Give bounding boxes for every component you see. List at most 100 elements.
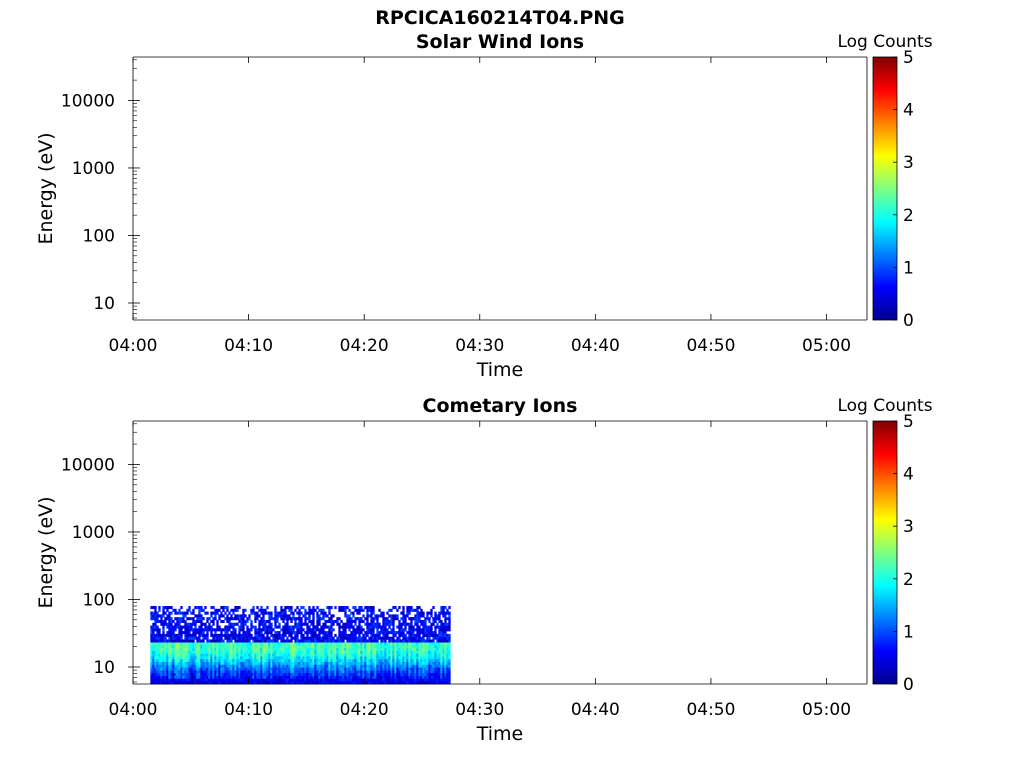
spectrogram-cell	[312, 636, 315, 640]
spectrogram-cell	[290, 675, 293, 679]
spectrogram-cell	[166, 622, 169, 626]
spectrogram-cell	[336, 667, 339, 671]
spectrogram-cell	[342, 631, 345, 635]
spectrogram-cell	[198, 653, 201, 657]
spectrogram-cell	[186, 633, 189, 637]
spectrogram-cell	[426, 631, 429, 635]
spectrogram-cell	[150, 653, 153, 657]
spectrogram-cell	[272, 628, 275, 632]
spectrogram-cell	[346, 658, 349, 663]
spectrogram-cell	[216, 642, 219, 646]
spectrogram-cell	[314, 658, 317, 663]
spectrogram-cell	[302, 681, 305, 685]
spectrogram-cell	[248, 658, 251, 663]
spectrogram-cell	[362, 645, 365, 649]
spectrogram-cell	[182, 681, 185, 685]
spectrogram-cell	[334, 656, 337, 660]
spectrogram-cell	[320, 608, 323, 612]
spectrogram-cell	[228, 625, 231, 629]
spectrogram-cell	[152, 670, 155, 674]
spectrogram-cell	[288, 625, 291, 629]
spectrogram-cell	[204, 633, 207, 637]
spectrogram-cell	[240, 614, 243, 618]
spectrogram-cell	[348, 670, 351, 674]
spectrogram-cell	[262, 628, 265, 632]
spectrogram-cell	[418, 645, 421, 649]
spectrogram-cell	[370, 645, 373, 649]
spectrogram-cell	[386, 622, 389, 626]
spectrogram-cell	[158, 608, 161, 612]
spectrogram-cell	[184, 678, 187, 682]
spectrogram-cell	[306, 642, 309, 646]
spectrogram-cell	[250, 656, 253, 660]
spectrogram-cell	[154, 619, 157, 624]
spectrogram-cell	[314, 642, 317, 646]
spectrogram-cell	[168, 625, 171, 629]
spectrogram-cell	[408, 667, 411, 671]
spectrogram-cell	[166, 670, 169, 674]
spectrogram-cell	[286, 606, 289, 610]
spectrogram-cell	[298, 645, 301, 649]
spectrogram-cell	[400, 661, 403, 665]
spectrogram-cell	[262, 617, 265, 621]
spectrogram-cell	[344, 672, 347, 676]
spectrogram-cell	[164, 675, 167, 679]
spectrogram-cell	[196, 642, 199, 646]
spectrogram-cell	[192, 653, 195, 657]
spectrogram-cell	[206, 658, 209, 663]
spectrogram-cell	[382, 614, 385, 618]
spectrogram-cell	[304, 670, 307, 674]
spectrogram-cell	[414, 645, 417, 649]
spectrogram-cell	[344, 650, 347, 654]
spectrogram-cell	[232, 642, 235, 646]
spectrogram-cell	[322, 672, 325, 676]
spectrogram-cell	[366, 667, 369, 671]
spectrogram-cell	[154, 650, 157, 654]
spectrogram-cell	[194, 631, 197, 635]
spectrogram-cell	[404, 678, 407, 682]
spectrogram-cell	[162, 606, 165, 610]
spectrogram-cell	[390, 639, 393, 643]
spectrogram-cell	[426, 672, 429, 676]
spectrogram-cell	[160, 642, 163, 646]
spectrogram-cell	[198, 611, 201, 615]
spectrogram-cell	[430, 639, 433, 643]
spectrogram-cell	[298, 675, 301, 679]
spectrogram-cell	[334, 606, 337, 610]
spectrogram-cell	[178, 658, 181, 663]
spectrogram-cell	[288, 664, 291, 668]
spectrogram-cell	[172, 608, 175, 612]
spectrogram-cell	[274, 656, 277, 660]
spectrogram-cell	[234, 678, 237, 682]
spectrogram-cell	[338, 661, 341, 665]
spectrogram-cell	[346, 678, 349, 682]
spectrogram-cell	[298, 642, 301, 646]
spectrogram-cell	[390, 658, 393, 663]
spectrogram-cell	[256, 650, 259, 654]
spectrogram-cell	[198, 617, 201, 621]
spectrogram-cell	[308, 619, 311, 624]
spectrogram-cell	[220, 653, 223, 657]
spectrogram-cell	[310, 681, 313, 685]
spectrogram-cell	[292, 667, 295, 671]
spectrogram-cell	[304, 619, 307, 624]
spectrogram-cell	[186, 611, 189, 615]
spectrogram-cell	[246, 678, 249, 682]
spectrogram-cell	[216, 653, 219, 657]
spectrogram-cell	[426, 656, 429, 660]
spectrogram-cell	[356, 672, 359, 676]
spectrogram-cell	[232, 658, 235, 663]
spectrogram-cell	[434, 636, 437, 640]
spectrogram-cell	[286, 645, 289, 649]
spectrogram-cell	[192, 617, 195, 621]
x-axis-label: Time	[476, 723, 524, 745]
spectrogram-cell	[374, 636, 377, 640]
spectrogram-cell	[310, 650, 313, 654]
spectrogram-cell	[360, 642, 363, 646]
spectrogram-cell	[304, 650, 307, 654]
spectrogram-cell	[172, 636, 175, 640]
spectrogram-cell	[368, 622, 371, 626]
spectrogram-cell	[446, 667, 449, 671]
spectrogram-cell	[190, 642, 193, 646]
spectrogram-cell	[258, 653, 261, 657]
